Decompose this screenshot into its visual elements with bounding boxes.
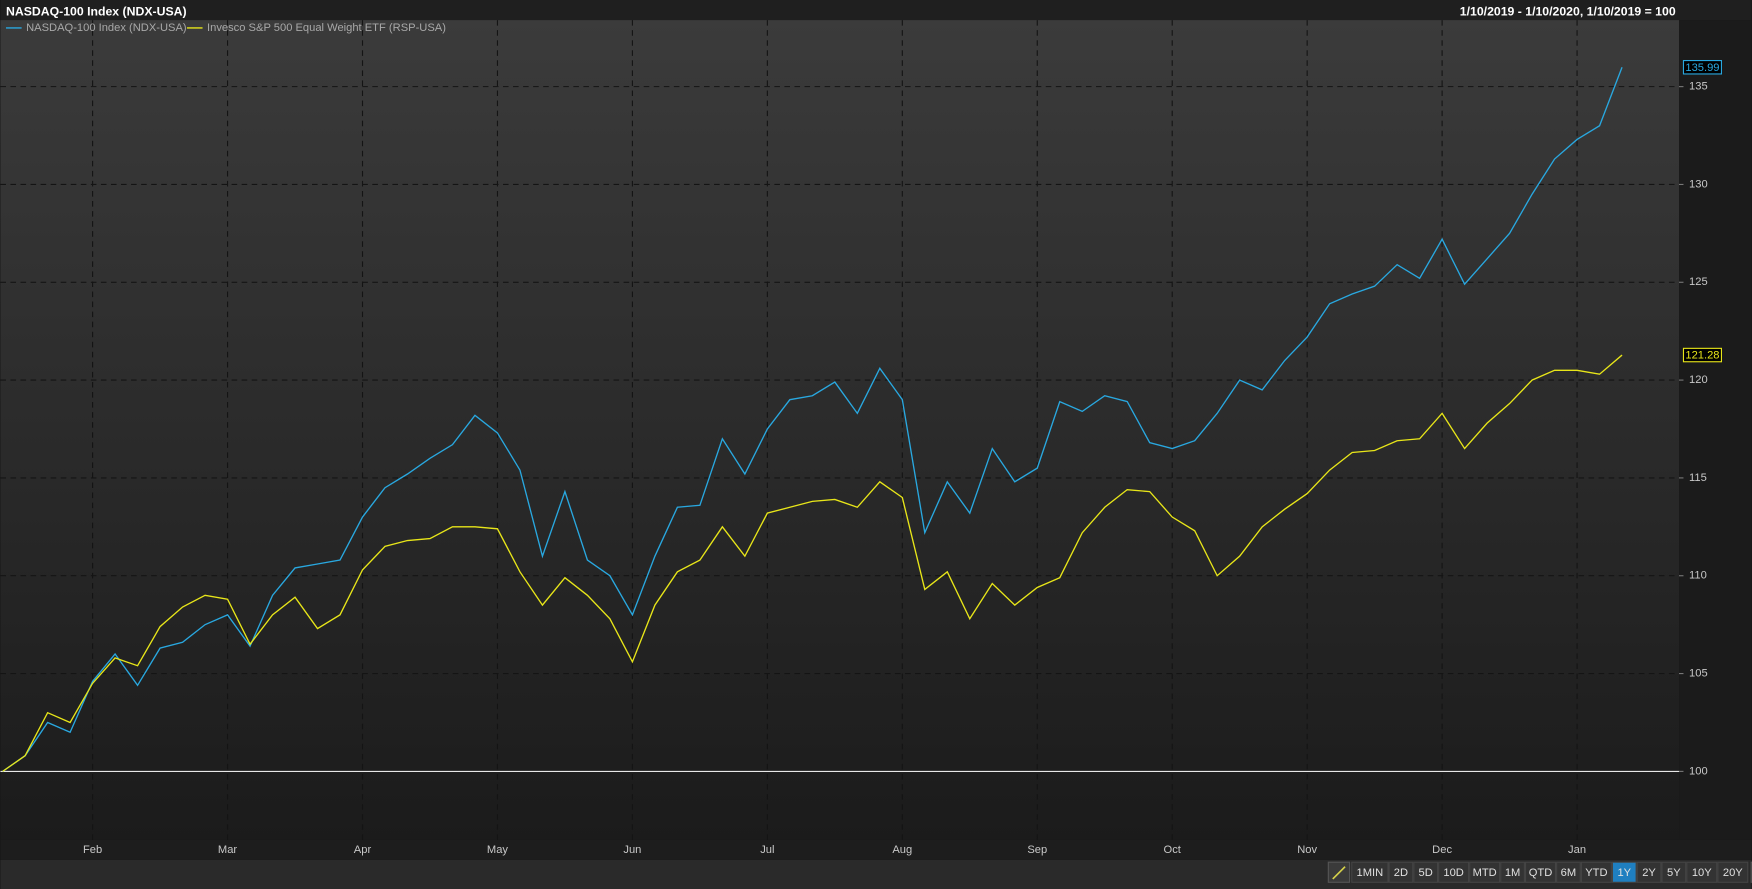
x-tick-label: Oct xyxy=(1164,844,1182,856)
lines xyxy=(2,67,1623,772)
x-tick-label: Sep xyxy=(1027,844,1047,856)
range-button[interactable] xyxy=(1636,861,1662,883)
range-button[interactable] xyxy=(1351,861,1389,883)
range-button[interactable] xyxy=(1413,861,1439,883)
range-button-label[interactable]: 2D xyxy=(1394,867,1408,879)
last-value-label: 121.28 xyxy=(1685,350,1719,362)
series-line xyxy=(2,67,1623,772)
legend-label: Invesco S&P 500 Equal Weight ETF (RSP-US… xyxy=(207,22,446,34)
range-button[interactable] xyxy=(1438,861,1470,883)
range-button-label[interactable]: YTD xyxy=(1585,867,1607,879)
chart-title: NASDAQ-100 Index (NDX-USA) xyxy=(6,5,187,19)
grid xyxy=(0,20,1684,840)
range-button-label[interactable]: 10D xyxy=(1443,867,1463,879)
x-tick-label: Jul xyxy=(760,844,774,856)
range-button[interactable] xyxy=(1388,861,1414,883)
range-button-label[interactable]: 1M xyxy=(1505,867,1521,879)
range-button-label[interactable]: QTD xyxy=(1529,867,1553,879)
range-button[interactable] xyxy=(1717,861,1749,883)
x-tick-label: Aug xyxy=(892,844,912,856)
x-tick-label: Nov xyxy=(1297,844,1317,856)
x-tick-label: Mar xyxy=(218,844,237,856)
range-button[interactable] xyxy=(1524,861,1557,883)
last-value-box xyxy=(1682,347,1723,363)
y-tick-label: 115 xyxy=(1689,472,1707,484)
y-axis-area xyxy=(1679,20,1752,840)
range-button-label[interactable]: 5Y xyxy=(1667,867,1681,879)
y-tick-label: 135 xyxy=(1689,81,1708,93)
x-tick-label: Jun xyxy=(623,844,641,856)
range-button[interactable] xyxy=(1500,861,1525,883)
range-button[interactable] xyxy=(1611,861,1637,883)
header-bar xyxy=(0,0,1752,21)
range-button-label[interactable]: MTD xyxy=(1473,867,1497,879)
range-button-label[interactable]: 10Y xyxy=(1692,867,1712,879)
plot-area xyxy=(0,20,1680,840)
last-value-box xyxy=(1682,59,1723,75)
y-tick-label: 105 xyxy=(1689,668,1708,680)
y-tick-label: 100 xyxy=(1689,765,1708,777)
last-value-label: 135.99 xyxy=(1685,62,1719,74)
x-axis-area xyxy=(0,839,1752,860)
range-button[interactable] xyxy=(1469,861,1501,883)
range-button-label[interactable]: 20Y xyxy=(1723,867,1743,879)
x-tick-label: Dec xyxy=(1432,844,1452,856)
x-tick-label: Apr xyxy=(354,844,372,856)
range-button-label[interactable]: 1MIN xyxy=(1357,867,1384,879)
range-button[interactable] xyxy=(1661,861,1687,883)
range-button-label[interactable]: 2Y xyxy=(1642,867,1656,879)
labels: 100 105 110 115 120 125 130 135 Feb Mar Apr May Jun J… xyxy=(5,22,1723,856)
legend-label: NASDAQ-100 Index (NDX-USA) xyxy=(26,22,187,34)
x-tick-label: May xyxy=(487,844,508,856)
y-tick-label: 120 xyxy=(1689,374,1708,386)
draw-tool-icon xyxy=(1332,866,1346,880)
range-button-label[interactable]: 6M xyxy=(1561,867,1577,879)
range-button[interactable] xyxy=(1686,861,1718,883)
range-button-label[interactable]: 1Y xyxy=(1617,867,1631,879)
y-tick-label: 130 xyxy=(1689,178,1708,190)
range-button[interactable] xyxy=(1580,861,1612,883)
x-tick-label: Feb xyxy=(83,844,102,856)
date-range: 1/10/2019 - 1/10/2020, 1/10/2019 = 100 xyxy=(1460,5,1676,19)
range-button-label[interactable]: 5D xyxy=(1419,867,1433,879)
y-tick-label: 110 xyxy=(1689,570,1707,582)
range-button[interactable] xyxy=(1556,861,1581,883)
x-tick-label: Jan xyxy=(1568,844,1586,856)
series-line xyxy=(2,354,1623,772)
y-tick-label: 125 xyxy=(1689,276,1708,288)
